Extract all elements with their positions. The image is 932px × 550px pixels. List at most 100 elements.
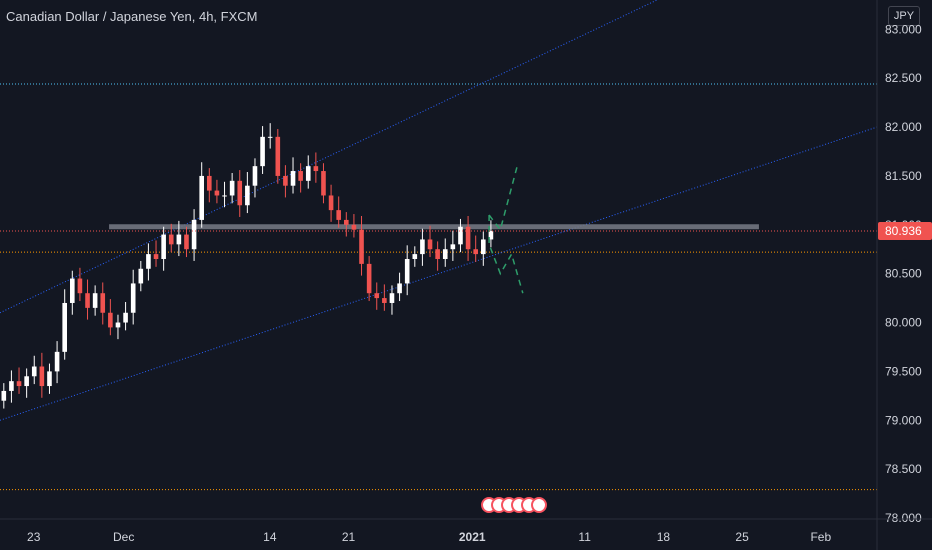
price-tick-label: 82.000 xyxy=(885,120,922,134)
projection-path xyxy=(488,165,524,294)
candle-body xyxy=(138,268,144,284)
candle-body xyxy=(382,298,387,303)
price-axis: 78.00078.50079.00079.50080.00080.50081.0… xyxy=(876,0,922,550)
candle-body xyxy=(16,381,22,387)
channel-upper-line xyxy=(0,0,659,314)
price-tick-label: 78.500 xyxy=(885,462,922,476)
candle-body xyxy=(344,219,349,225)
candle-body xyxy=(260,136,265,167)
chart-title: Canadian Dollar / Japanese Yen, 4h, FXCM xyxy=(6,9,258,24)
candle-body xyxy=(458,226,463,245)
candle-body xyxy=(245,185,250,206)
candle-body xyxy=(70,278,75,303)
time-tick-label: 18 xyxy=(657,530,671,544)
channel-lower-line xyxy=(0,126,878,421)
candle-body xyxy=(54,351,60,372)
price-tick-label: 81.500 xyxy=(885,169,922,183)
price-tick-label: 79.000 xyxy=(885,413,922,427)
price-tick-label: 80.500 xyxy=(885,267,922,281)
price-tick-label: 78.000 xyxy=(885,511,922,525)
candle-body xyxy=(207,175,212,191)
candle-body xyxy=(298,171,303,181)
last-price-tag-box xyxy=(878,222,932,241)
time-axis: 23 Dec 14 21 2021 11 18 25 Feb xyxy=(0,518,932,544)
candle-body xyxy=(481,239,486,255)
time-tick-label: 2021 xyxy=(459,530,486,544)
candle-body xyxy=(199,175,204,220)
candle-body xyxy=(412,254,418,259)
resistance-zone-band xyxy=(109,224,759,230)
candle-body xyxy=(31,366,37,377)
last-price-tag: 80.936 xyxy=(878,222,932,241)
candle-body xyxy=(328,195,334,211)
candle-body xyxy=(214,190,220,196)
candle-body xyxy=(420,239,425,255)
candle-body xyxy=(153,254,159,259)
candle-body xyxy=(283,175,288,186)
price-tick-label: 82.500 xyxy=(885,71,922,85)
candle-body xyxy=(450,244,456,250)
candle-body xyxy=(62,302,67,352)
candle-body xyxy=(397,283,402,294)
candle-body xyxy=(427,239,433,250)
candle-body xyxy=(39,366,45,387)
candle-body xyxy=(237,180,243,206)
event-marker[interactable] xyxy=(531,497,547,513)
candle-body xyxy=(488,231,494,240)
candle-body xyxy=(184,234,189,250)
candle-body xyxy=(229,180,235,196)
channel-lines xyxy=(0,0,878,421)
candle-body xyxy=(366,263,372,294)
candle-body xyxy=(374,293,380,299)
candle-body xyxy=(161,234,166,259)
time-tick-label: 11 xyxy=(578,530,591,544)
candle-body xyxy=(404,259,410,284)
candle-body xyxy=(389,293,395,303)
candle-body xyxy=(465,226,471,250)
candle-body xyxy=(222,195,227,197)
candle-body xyxy=(123,312,128,323)
time-tick-label: 23 xyxy=(27,530,41,544)
price-tick-label: 83.000 xyxy=(885,22,922,36)
event-markers[interactable] xyxy=(481,497,575,517)
price-tick-label: 80.000 xyxy=(885,316,922,330)
candle-body xyxy=(435,249,440,259)
candle-body xyxy=(92,293,98,308)
candle-body xyxy=(359,229,364,264)
candle-body xyxy=(305,166,311,181)
candles xyxy=(1,123,494,409)
time-tick-label: Feb xyxy=(810,530,831,544)
time-tick-label: 25 xyxy=(735,530,749,544)
candle-body xyxy=(108,312,113,328)
time-tick-label: 14 xyxy=(263,530,277,544)
projection-down-path xyxy=(488,215,524,294)
candle-body xyxy=(77,278,83,294)
candle-body xyxy=(351,224,357,230)
candle-body xyxy=(442,249,448,259)
candle-body xyxy=(130,283,136,313)
candle-body xyxy=(267,136,273,138)
candle-body xyxy=(100,293,106,313)
last-price-tag-label: 80.936 xyxy=(885,224,922,238)
candle-body xyxy=(252,166,258,186)
resistance-zone xyxy=(109,224,759,230)
candle-body xyxy=(290,171,296,186)
candle-body xyxy=(176,234,182,245)
candle-body xyxy=(313,166,319,172)
candle-body xyxy=(115,322,121,328)
candle-body xyxy=(336,210,341,220)
time-tick-label: Dec xyxy=(113,530,134,544)
candle-body xyxy=(168,234,174,245)
candle-body xyxy=(24,376,29,387)
candle-body xyxy=(9,381,14,391)
currency-badge[interactable]: JPY xyxy=(888,6,920,26)
price-tick-label: 79.500 xyxy=(885,364,922,378)
candle-body xyxy=(146,254,151,269)
candle-body xyxy=(321,171,326,196)
candle-body xyxy=(85,293,90,308)
candle-body xyxy=(1,390,7,401)
projection-up-path xyxy=(488,165,518,232)
candle-body xyxy=(275,136,281,176)
candle-body xyxy=(47,371,52,387)
